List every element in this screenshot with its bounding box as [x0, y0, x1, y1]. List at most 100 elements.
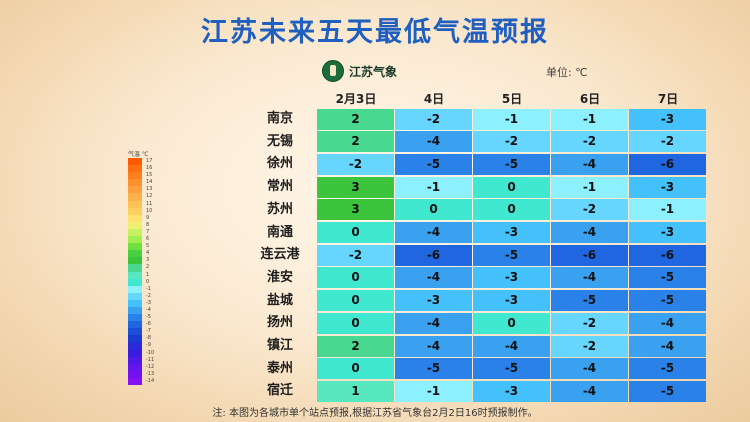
temperature-cell: -5 — [551, 290, 628, 312]
temperature-cell: -1 — [551, 108, 628, 130]
legend-swatch — [128, 328, 142, 336]
legend-swatch — [128, 221, 142, 229]
legend-swatch — [128, 165, 142, 173]
temperature-cell: -4 — [395, 335, 472, 357]
row-cells: 2 -4 -4 -2 -4 — [317, 335, 707, 357]
row-cells: 0 -4 -3 -4 -3 — [317, 222, 707, 243]
temperature-cell: 2 — [317, 108, 394, 130]
temperature-cell: -2 — [317, 153, 394, 175]
temperature-cell: -4 — [473, 335, 550, 357]
legend-color-bar — [128, 158, 142, 385]
date-header-row: 2月3日 4日 5日 6日 7日 — [317, 90, 707, 107]
legend-label: -5 — [146, 314, 151, 321]
temperature-cell: -2 — [551, 312, 628, 334]
legend-label: -3 — [146, 299, 151, 306]
legend-label: -6 — [146, 321, 151, 328]
legend-swatch — [128, 306, 142, 315]
temperature-cell: -5 — [629, 267, 706, 289]
legend-swatch — [128, 257, 142, 265]
temperature-cell: -5 — [395, 358, 472, 380]
row-cells: 2 -2 -1 -1 -3 — [317, 108, 707, 130]
legend-swatch — [128, 285, 142, 293]
row-cells: 1 -1 -3 -4 -5 — [317, 380, 707, 402]
temperature-cell: -4 — [629, 312, 706, 334]
legend-label: 8 — [146, 221, 150, 228]
city-name: 徐州 — [266, 156, 293, 172]
temperature-cell: 0 — [473, 199, 550, 221]
row-cells: 3 -1 0 -1 -3 — [317, 176, 707, 198]
legend-label: -11 — [146, 356, 155, 363]
legend-swatch — [128, 370, 142, 378]
legend-swatch — [128, 179, 142, 187]
legend-swatch — [128, 158, 142, 166]
city-name: 镇江 — [266, 338, 293, 353]
legend-label: 5 — [146, 243, 150, 250]
temperature-cell: -4 — [551, 153, 628, 175]
legend-swatch — [128, 264, 142, 272]
temperature-cell: -1 — [473, 108, 550, 130]
date-header: 2月3日 — [335, 92, 377, 106]
date-header: 6日 — [579, 92, 601, 106]
temperature-cell: -6 — [551, 244, 628, 266]
legend-swatch — [128, 314, 142, 322]
legend-swatch — [128, 250, 142, 258]
legend-label: 9 — [146, 214, 150, 221]
city-name: 无锡 — [266, 133, 293, 149]
temperature-cell: 0 — [473, 176, 550, 198]
page-title: 江苏未来五天最低气温预报 — [201, 17, 549, 48]
temperature-cell: -4 — [551, 267, 628, 289]
legend-label: -10 — [146, 349, 155, 356]
temperature-cell: -1 — [395, 176, 472, 198]
temperature-cell: -6 — [629, 244, 706, 266]
legend-label: 16 — [146, 165, 153, 172]
temperature-cell: -4 — [629, 335, 706, 357]
legend-label: 7 — [146, 228, 150, 235]
city-name: 苏州 — [266, 201, 293, 217]
temperature-cell: 0 — [317, 312, 394, 334]
temperature-cell: -3 — [629, 108, 706, 130]
temperature-cell: -1 — [551, 176, 628, 198]
date-header: 7日 — [657, 92, 679, 106]
legend-label: 11 — [146, 200, 153, 207]
temperature-cell: -3 — [473, 222, 550, 243]
temperature-cell: -3 — [629, 222, 706, 243]
temperature-cell: -2 — [629, 131, 706, 153]
unit-label: 单位: ℃ — [546, 66, 588, 79]
row-cells: 3 0 0 -2 -1 — [317, 199, 707, 221]
row-cells: -2 -5 -5 -4 -6 — [317, 153, 707, 175]
city-name: 泰州 — [266, 360, 293, 376]
city-name: 宿迁 — [266, 383, 293, 399]
legend-swatch — [128, 271, 142, 279]
legend-label: -4 — [146, 306, 151, 313]
legend-swatch — [128, 356, 142, 364]
temperature-cell: -5 — [473, 358, 550, 380]
temperature-cell: -1 — [629, 199, 706, 221]
legend-swatch — [128, 200, 142, 208]
legend-label: -8 — [146, 335, 151, 342]
legend-swatch — [128, 342, 142, 350]
legend-title: 气温 ℃ — [128, 151, 149, 158]
temperature-cell: -4 — [551, 358, 628, 380]
temperature-cell: -6 — [395, 244, 472, 266]
temperature-cell: 3 — [317, 176, 394, 198]
row-cells: 0 -4 0 -2 -4 — [317, 312, 707, 334]
temperature-cell: -3 — [473, 290, 550, 312]
row-cells: 0 -4 -3 -4 -5 — [317, 267, 707, 289]
legend-label: 4 — [146, 250, 150, 257]
city-name: 扬州 — [266, 315, 293, 331]
temperature-cell: -2 — [395, 108, 472, 130]
legend-swatch — [128, 377, 142, 385]
temperature-cell: 0 — [317, 358, 394, 380]
temperature-cell: -2 — [551, 131, 628, 153]
temperature-cell: 0 — [395, 199, 472, 221]
city-name: 淮安 — [266, 269, 293, 285]
legend-swatch — [128, 299, 142, 307]
temperature-cell: -1 — [395, 380, 472, 402]
temperature-cell: -5 — [473, 244, 550, 266]
temperature-cell: -4 — [551, 380, 628, 402]
city-name: 盐城 — [266, 292, 293, 308]
logo-text: 江苏气象 — [349, 64, 398, 79]
temperature-cell: -5 — [395, 153, 472, 175]
legend-label: -12 — [146, 363, 155, 370]
legend-label: 1 — [146, 271, 150, 278]
